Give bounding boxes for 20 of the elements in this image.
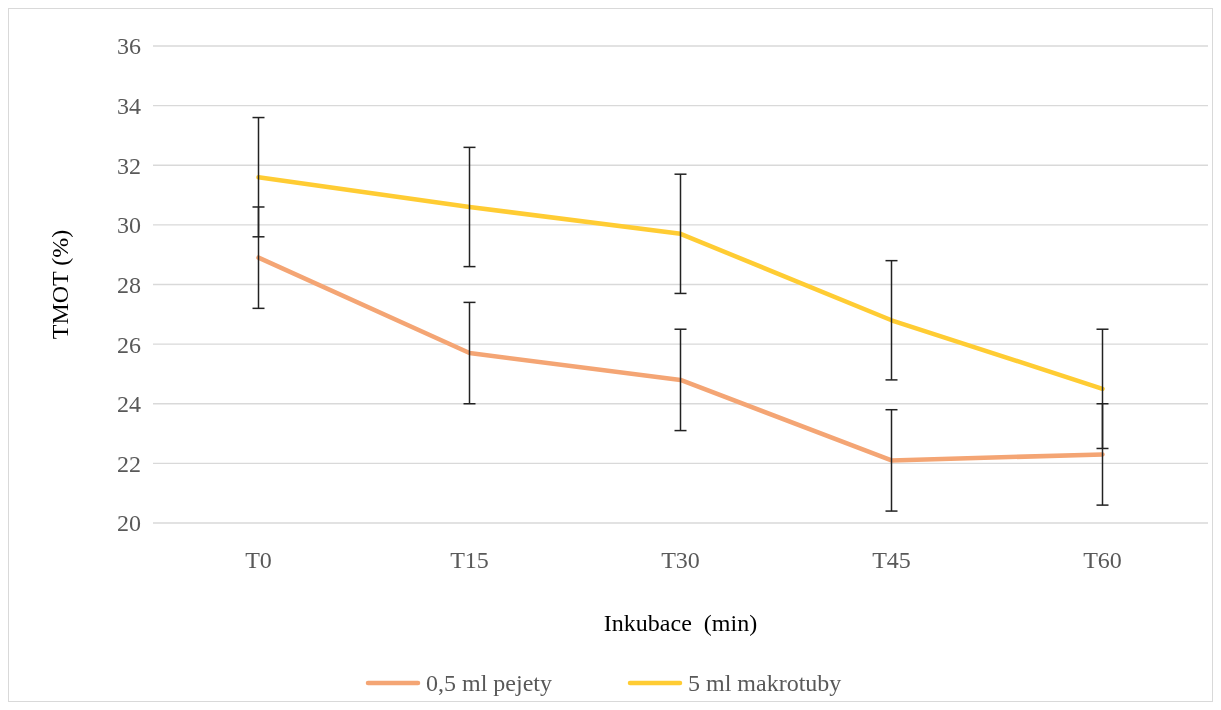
y-tick-label: 30 [117, 212, 141, 239]
legend-label: 0,5 ml pejety [426, 670, 552, 697]
x-tick-label: T0 [245, 547, 272, 573]
x-tick-label: T60 [1083, 547, 1122, 573]
y-tick-label: 22 [117, 450, 141, 477]
y-tick-label: 26 [117, 331, 141, 358]
legend-label: 5 ml makrotuby [688, 670, 842, 697]
y-tick-label: 32 [117, 152, 141, 179]
line-series [256, 174, 1105, 392]
y-tick-label: 24 [117, 391, 141, 418]
y-axis-title: TMOT (%) [47, 229, 73, 340]
y-tick-label: 20 [117, 510, 141, 537]
x-axis-title: Inkubace (min) [603, 610, 758, 636]
x-tick-label: T30 [661, 547, 700, 573]
x-tick-label: T15 [450, 547, 489, 573]
x-tick-label: T45 [872, 547, 911, 573]
line-series [256, 255, 1105, 463]
y-tick-label: 34 [117, 93, 141, 120]
y-tick-label: 28 [117, 271, 141, 298]
y-tick-label: 36 [117, 33, 141, 60]
